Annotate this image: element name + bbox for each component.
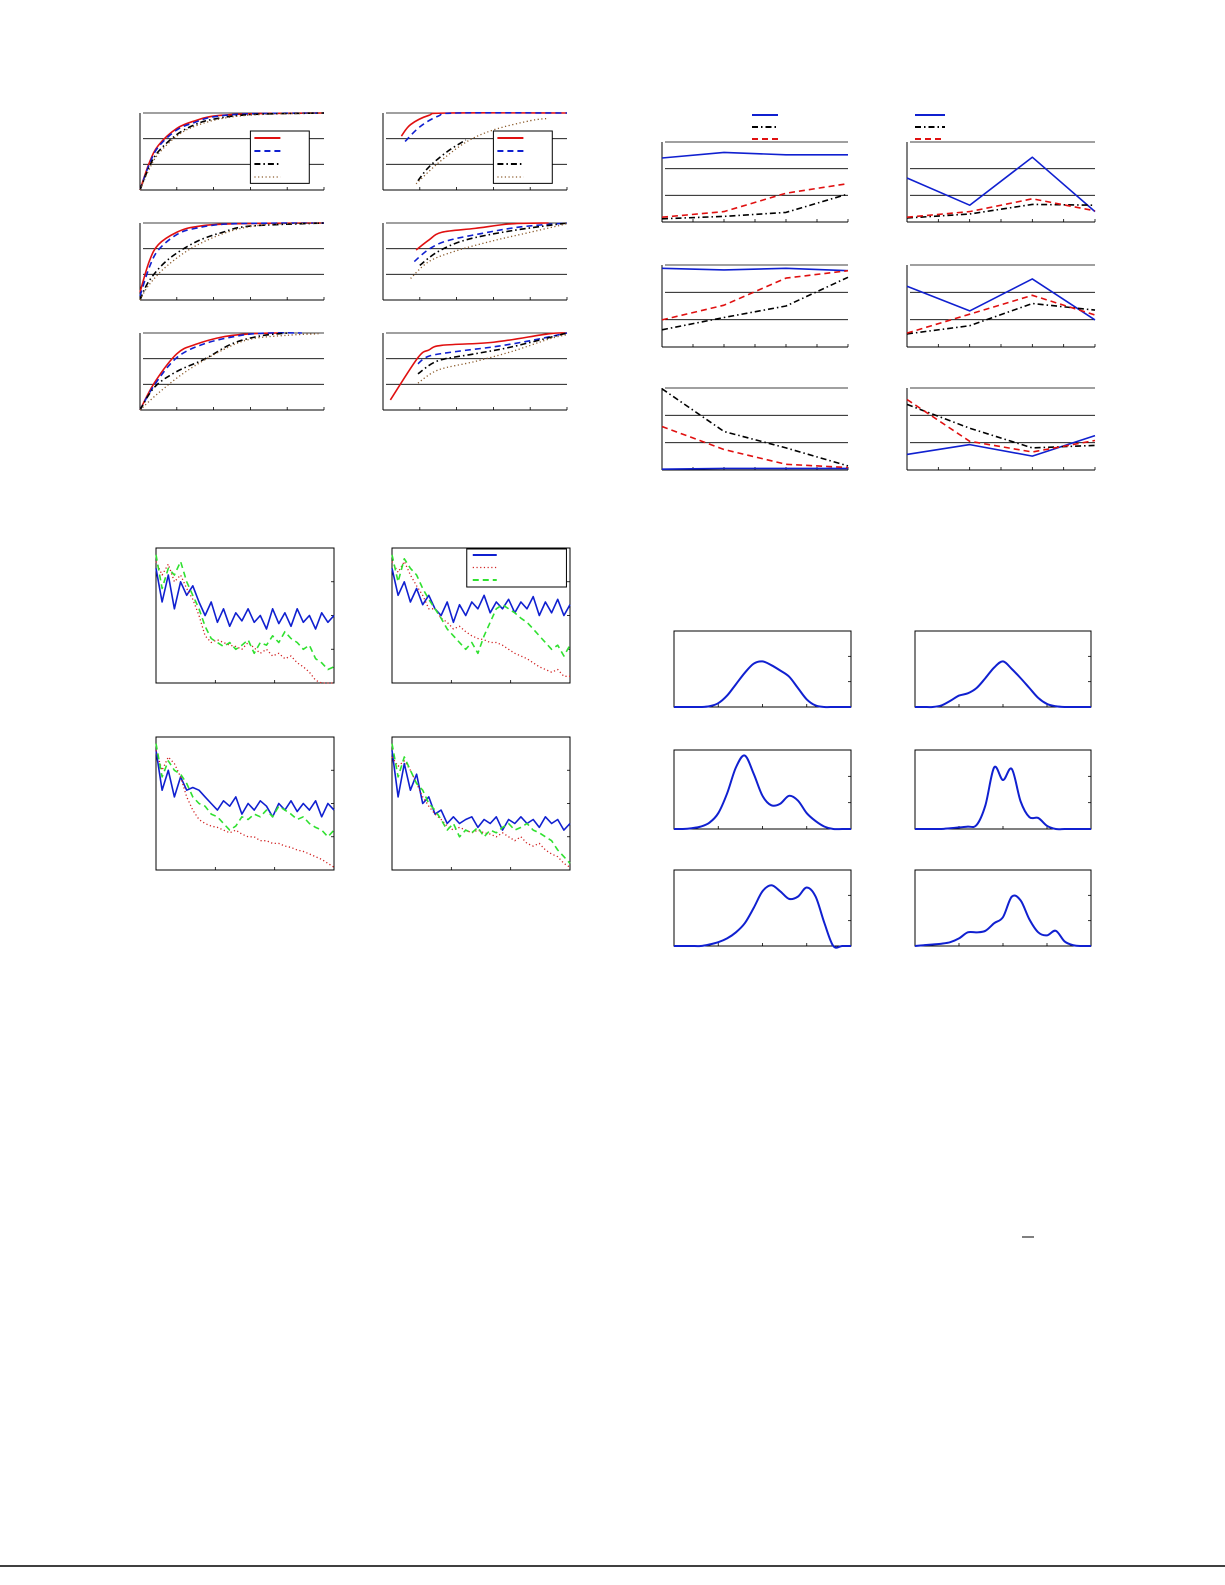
series-line-brown [139,112,325,191]
series-line-blue [661,467,848,470]
series-line-brown [417,333,568,384]
series-line-black [661,388,849,467]
series-line-red [139,222,325,293]
chart-panel-cumulative-4 [382,222,568,301]
series-line-black [906,403,1096,449]
chart-panel-density-20 [914,749,1092,831]
series-line-black [661,193,849,220]
plot-frame [673,630,852,708]
series-line-black [139,112,325,191]
series-line-blue [673,754,851,831]
chart-panel-trend-9 [661,264,849,348]
series-line-red [139,332,279,411]
chart-panel-noisy-13 [155,547,335,684]
chart-panel-trend-8 [906,114,1096,223]
series-line-green [391,554,571,657]
legend-box [249,130,310,184]
series-line-blue [906,278,1096,321]
series-line-red [389,332,568,401]
series-line-blue [139,222,325,297]
chart-panel-cumulative-5 [139,332,325,411]
series-line-black [419,222,568,266]
chart-panel-noisy-14 [391,547,571,684]
series-line-blue [661,267,849,272]
legend-box [492,130,553,184]
series-line-blue [391,568,571,624]
series-line-blue [139,112,325,191]
series-line-blue [139,332,302,411]
series-line-blue [155,568,335,630]
series-line-black [417,139,467,182]
series-line-red [906,294,1096,334]
chart-panel-trend-10 [906,264,1096,348]
chart-panel-noisy-15 [155,736,335,871]
chart-panel-density-17 [673,630,852,709]
series-line-red [661,425,849,469]
series-line-green [391,743,571,864]
series-line-blue [661,151,848,159]
chart-panel-cumulative-2 [382,111,568,191]
series-line-black [906,302,1096,335]
chart-panel-trend-11 [661,387,849,471]
series-line-blue [155,750,335,818]
series-line-red [906,198,1096,218]
series-line-blue [906,156,1096,213]
series-line-blue [914,894,1092,948]
chart-panel-cumulative-1 [139,112,325,191]
chart-panel-density-19 [673,749,852,831]
chart-panel-noisy-16 [391,736,571,871]
series-line-red [906,398,1096,453]
series-line-darkred [391,756,571,868]
plot-frame [914,869,1092,947]
series-line-blue [915,765,1091,831]
chart-panel-density-18 [914,630,1092,709]
chart-panel-trend-7 [661,114,849,223]
series-line-red [661,269,849,321]
chart-panel-density-22 [914,869,1092,948]
series-line-black [139,222,325,301]
series-line-brown [139,222,325,301]
plot-frame [155,736,335,871]
series-line-blue [674,884,851,949]
series-line-black [661,276,849,331]
series-line-red [661,182,849,218]
series-line-black [906,203,1096,219]
series-line-black [139,332,288,411]
plot-frame [914,630,1092,708]
chart-panel-cumulative-3 [139,222,325,301]
series-line-green [155,743,335,838]
series-line-black [417,332,568,375]
chart-panel-trend-12 [906,387,1096,471]
series-line-blue [674,660,851,709]
series-line-blue [404,111,568,143]
series-line-blue [915,660,1091,709]
series-line-brown [410,223,568,279]
series-line-blue [391,750,571,831]
chart-panel-density-21 [673,869,852,949]
series-line-darkred [155,561,334,684]
plot-frame [914,749,1092,830]
series-line-green [155,554,335,671]
series-line-blue [417,332,568,365]
plot-frame [673,749,852,830]
series-line-red [415,222,549,251]
plot-frame [673,869,852,947]
plot-frame [391,736,571,871]
chart-panel-cumulative-6 [382,332,568,411]
